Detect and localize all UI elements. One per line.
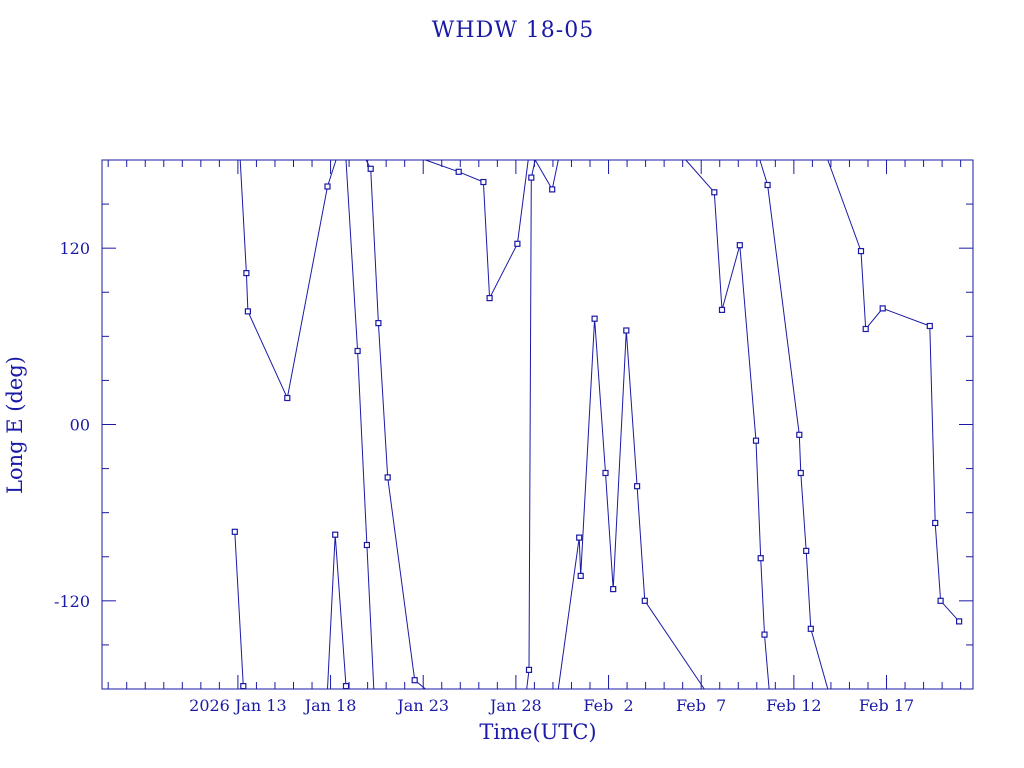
data-point — [367, 165, 374, 172]
data-point — [764, 181, 771, 189]
data-point — [363, 541, 370, 549]
data-point — [641, 597, 648, 604]
data-point — [711, 189, 718, 196]
series-line-7 — [526, 159, 536, 690]
data-point — [937, 597, 944, 604]
data-point — [757, 555, 764, 562]
y-tick-label: 120 — [59, 239, 90, 258]
data-point — [240, 682, 247, 690]
series-group — [231, 159, 963, 690]
plot-frame — [101, 159, 974, 690]
x-tick-label: Feb 17 — [859, 696, 914, 715]
x-tick-label: Feb 2 — [583, 696, 633, 715]
data-point — [243, 270, 250, 277]
data-point — [623, 327, 630, 334]
data-point — [324, 183, 331, 190]
data-point — [332, 531, 339, 538]
data-point — [602, 469, 609, 477]
data-point — [577, 572, 584, 580]
data-point — [718, 306, 726, 313]
data-point — [411, 677, 418, 684]
data-point — [610, 585, 617, 593]
data-point — [955, 618, 963, 625]
x-tick-label: Jan 28 — [488, 696, 542, 715]
series-line-6 — [425, 159, 529, 300]
data-point — [797, 469, 804, 477]
series-line-1 — [234, 531, 246, 690]
data-point — [284, 394, 291, 402]
series-line-11 — [759, 159, 829, 690]
data-point — [761, 631, 768, 638]
data-point — [796, 431, 803, 438]
data-point — [932, 519, 939, 527]
data-point — [354, 347, 361, 355]
data-point — [857, 248, 865, 255]
data-point — [244, 308, 251, 315]
y-axis-label: Long E (deg) — [3, 356, 27, 494]
data-point — [752, 437, 760, 444]
x-tick-label: Jan 18 — [303, 696, 357, 715]
data-point — [926, 322, 933, 330]
data-point — [384, 474, 391, 481]
data-point — [455, 168, 462, 175]
data-point — [807, 625, 814, 632]
series-line-4 — [345, 159, 375, 690]
data-point — [525, 666, 533, 674]
x-tick-label: Jan 23 — [395, 696, 449, 715]
data-point — [480, 178, 487, 186]
series-line-12 — [827, 159, 960, 622]
data-point — [803, 547, 810, 555]
data-point — [736, 242, 743, 249]
data-point — [862, 325, 869, 333]
x-tick-label: 2026 Jan 13 — [189, 696, 287, 715]
data-point — [591, 315, 598, 322]
y-axis: 120 00 -120 — [54, 203, 973, 646]
data-point — [528, 174, 535, 181]
y-tick-label: -120 — [54, 592, 90, 611]
data-point — [549, 186, 556, 193]
x-axis: 2026 Jan 13 Jan 18 Jan 23 Jan 28 Feb 2 Feb 7 F… — [107, 160, 962, 715]
data-point — [633, 483, 641, 490]
x-tick-label: Feb 7 — [676, 696, 726, 715]
series-line-2 — [239, 159, 337, 400]
data-point — [576, 534, 583, 541]
series-line-10 — [685, 159, 770, 690]
data-point — [342, 682, 350, 690]
data-point — [514, 240, 521, 247]
series-line-8 — [534, 159, 559, 191]
data-point — [879, 305, 886, 312]
y-tick-label: 00 — [70, 416, 90, 435]
series-line-9 — [557, 318, 705, 690]
x-axis-label: Time(UTC) — [479, 720, 596, 744]
series-line-3 — [327, 534, 348, 690]
x-tick-label: Feb 12 — [766, 696, 821, 715]
data-point — [231, 528, 238, 535]
data-point — [486, 295, 493, 302]
chart-title: WHDW 18-05 — [432, 18, 594, 43]
data-point — [375, 320, 382, 327]
series-line-5 — [365, 159, 426, 690]
